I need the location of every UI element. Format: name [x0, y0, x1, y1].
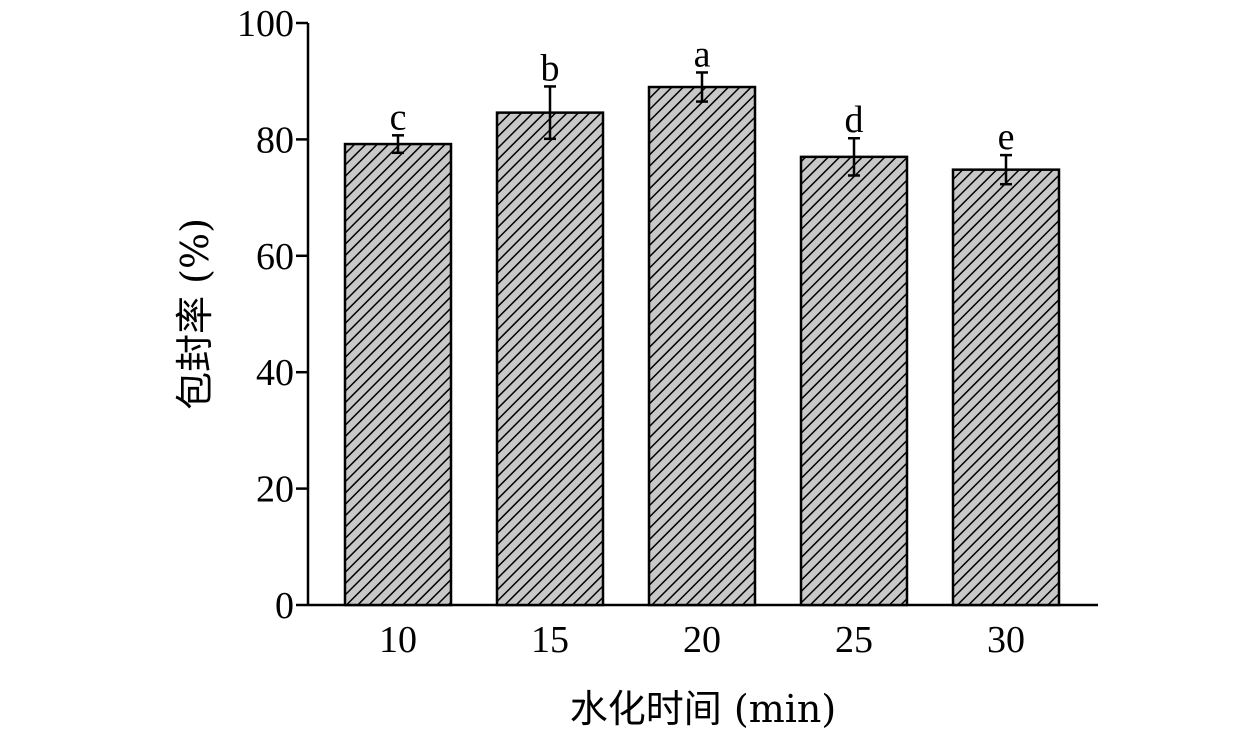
significance-label: d: [845, 99, 864, 141]
plot-area: 0 20 40 60 80 100 c 10 b 15 a 20 d 25 e 30: [237, 3, 1098, 661]
y-tick-label: 40: [256, 352, 294, 394]
bar: [343, 142, 453, 607]
bar: [799, 155, 909, 607]
significance-label: b: [541, 47, 560, 89]
y-tick-label: 60: [256, 236, 294, 278]
y-tick-label: 0: [275, 585, 294, 627]
y-tick-label: 20: [256, 469, 294, 511]
x-tick-label: 30: [987, 619, 1025, 661]
x-tick-label: 15: [531, 619, 569, 661]
y-axis-title: 包封率 (%): [173, 218, 217, 410]
significance-label: c: [390, 96, 407, 138]
y-tick-label: 100: [237, 3, 294, 45]
bar: [951, 168, 1061, 607]
x-tick-label: 20: [683, 619, 721, 661]
x-tick-label: 25: [835, 619, 873, 661]
bar: [495, 111, 605, 607]
significance-label: e: [998, 116, 1015, 158]
bar: [647, 85, 757, 607]
y-tick-label: 80: [256, 119, 294, 161]
x-tick-label: 10: [379, 619, 417, 661]
x-axis-title: 水化时间 (min): [570, 687, 836, 731]
significance-label: a: [694, 33, 711, 75]
